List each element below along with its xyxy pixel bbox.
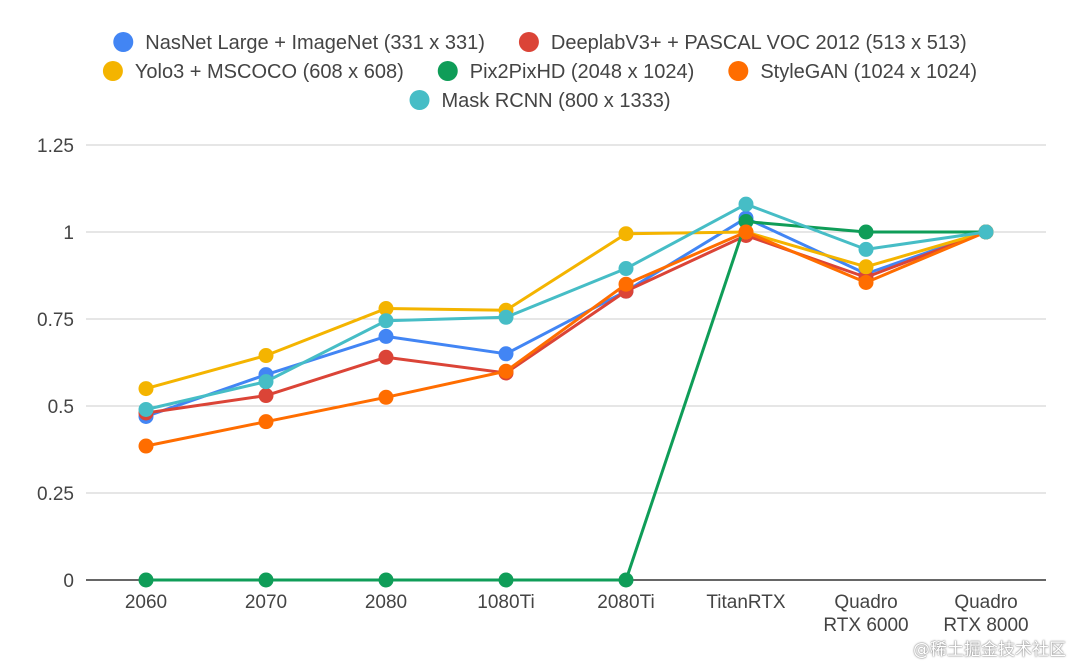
gridlines bbox=[86, 144, 1046, 581]
x-tick-label: 2080 bbox=[365, 592, 407, 613]
x-tick-label-line: 2080 bbox=[365, 592, 407, 613]
legend-label: Mask RCNN (800 x 1333) bbox=[442, 90, 671, 112]
legend-label: NasNet Large + ImageNet (331 x 331) bbox=[145, 32, 485, 54]
legend-label: Yolo3 + MSCOCO (608 x 608) bbox=[135, 61, 404, 83]
data-point bbox=[138, 381, 154, 397]
data-point bbox=[378, 349, 394, 365]
x-tick-label: 2060 bbox=[125, 592, 167, 613]
y-axis: 0 0.25 0.5 0.75 1 1.25 bbox=[37, 136, 74, 592]
data-point bbox=[258, 572, 274, 588]
data-point bbox=[498, 363, 514, 379]
legend-marker bbox=[728, 61, 749, 81]
data-point bbox=[378, 301, 394, 317]
y-tick-label: 0.5 bbox=[48, 397, 74, 418]
x-tick-label-line: RTX 6000 bbox=[823, 615, 908, 636]
x-tick-label: TitanRTX bbox=[706, 592, 786, 613]
series-line bbox=[145, 230, 987, 448]
legend-item: StyleGAN (1024 x 1024) bbox=[728, 61, 977, 83]
data-point bbox=[618, 572, 634, 588]
x-axis: 2060 2070 2080 1080Ti 2080Ti TitanRTX Quadro RT… bbox=[125, 592, 1029, 636]
x-tick-label-line: RTX 8000 bbox=[943, 615, 1028, 636]
data-point bbox=[258, 388, 274, 404]
legend-marker bbox=[409, 90, 430, 110]
x-tick-label-line: Quadro bbox=[954, 592, 1017, 613]
legend-marker bbox=[102, 61, 123, 81]
series-line bbox=[145, 230, 987, 391]
x-tick-label: 2070 bbox=[245, 592, 287, 613]
data-point bbox=[498, 309, 514, 325]
x-tick-label: Quadro RTX 6000 bbox=[823, 592, 908, 636]
legend-label: Pix2PixHD (2048 x 1024) bbox=[470, 61, 695, 83]
data-point bbox=[138, 438, 154, 454]
data-point bbox=[618, 276, 634, 292]
data-point bbox=[258, 348, 274, 364]
watermark: @稀土掘金技术社区 bbox=[913, 640, 1066, 660]
legend-item: Pix2PixHD (2048 x 1024) bbox=[437, 61, 695, 83]
y-tick-label: 0 bbox=[63, 571, 74, 592]
series-line bbox=[145, 230, 987, 415]
data-point bbox=[378, 572, 394, 588]
data-point bbox=[618, 261, 634, 277]
y-tick-label: 0.25 bbox=[37, 484, 74, 505]
y-tick-label: 1.25 bbox=[37, 136, 74, 157]
legend-marker bbox=[437, 61, 458, 81]
series-line bbox=[145, 202, 987, 411]
data-point bbox=[858, 259, 874, 275]
data-point bbox=[858, 274, 874, 290]
series-5 bbox=[138, 224, 994, 454]
legend-marker bbox=[518, 32, 539, 52]
legend: NasNet Large + ImageNet (331 x 331) Deepl… bbox=[102, 32, 977, 112]
legend-marker bbox=[113, 32, 134, 52]
x-tick-label: 2080Ti bbox=[597, 592, 654, 613]
legend-item: Mask RCNN (800 x 1333) bbox=[409, 90, 671, 112]
data-point bbox=[738, 224, 754, 240]
data-point bbox=[618, 226, 634, 242]
series-6 bbox=[138, 196, 994, 417]
data-point bbox=[738, 214, 754, 230]
data-point bbox=[138, 401, 154, 417]
x-tick-label-line: TitanRTX bbox=[706, 592, 786, 613]
data-point bbox=[378, 389, 394, 405]
x-tick-label-line: 1080Ti bbox=[477, 592, 534, 613]
x-tick-label-line: 2070 bbox=[245, 592, 287, 613]
legend-label: StyleGAN (1024 x 1024) bbox=[760, 61, 977, 83]
data-point bbox=[858, 241, 874, 257]
legend-item: NasNet Large + ImageNet (331 x 331) bbox=[113, 32, 485, 54]
data-point bbox=[738, 196, 754, 212]
x-tick-label: Quadro RTX 8000 bbox=[943, 592, 1028, 636]
x-tick-label-line: 2060 bbox=[125, 592, 167, 613]
legend-item: DeeplabV3+ + PASCAL VOC 2012 (513 x 513) bbox=[518, 32, 967, 54]
data-point bbox=[258, 414, 274, 430]
x-tick-label-line: 2080Ti bbox=[597, 592, 654, 613]
series-line bbox=[146, 220, 986, 582]
series-line bbox=[145, 216, 987, 418]
x-tick-label-line: Quadro bbox=[834, 592, 897, 613]
y-tick-label: 0.75 bbox=[37, 310, 74, 331]
data-point bbox=[498, 346, 514, 362]
data-point bbox=[498, 572, 514, 588]
x-tick-label: 1080Ti bbox=[477, 592, 534, 613]
data-point bbox=[378, 328, 394, 344]
data-point bbox=[258, 374, 274, 390]
legend-item: Yolo3 + MSCOCO (608 x 608) bbox=[102, 61, 404, 83]
data-point bbox=[858, 224, 874, 240]
data-point bbox=[378, 313, 394, 329]
data-point bbox=[138, 572, 154, 588]
series-4 bbox=[138, 214, 994, 588]
data-point bbox=[978, 224, 994, 240]
series-group bbox=[138, 196, 994, 588]
y-tick-label: 1 bbox=[63, 223, 74, 244]
legend-label: DeeplabV3+ + PASCAL VOC 2012 (513 x 513) bbox=[551, 32, 967, 54]
